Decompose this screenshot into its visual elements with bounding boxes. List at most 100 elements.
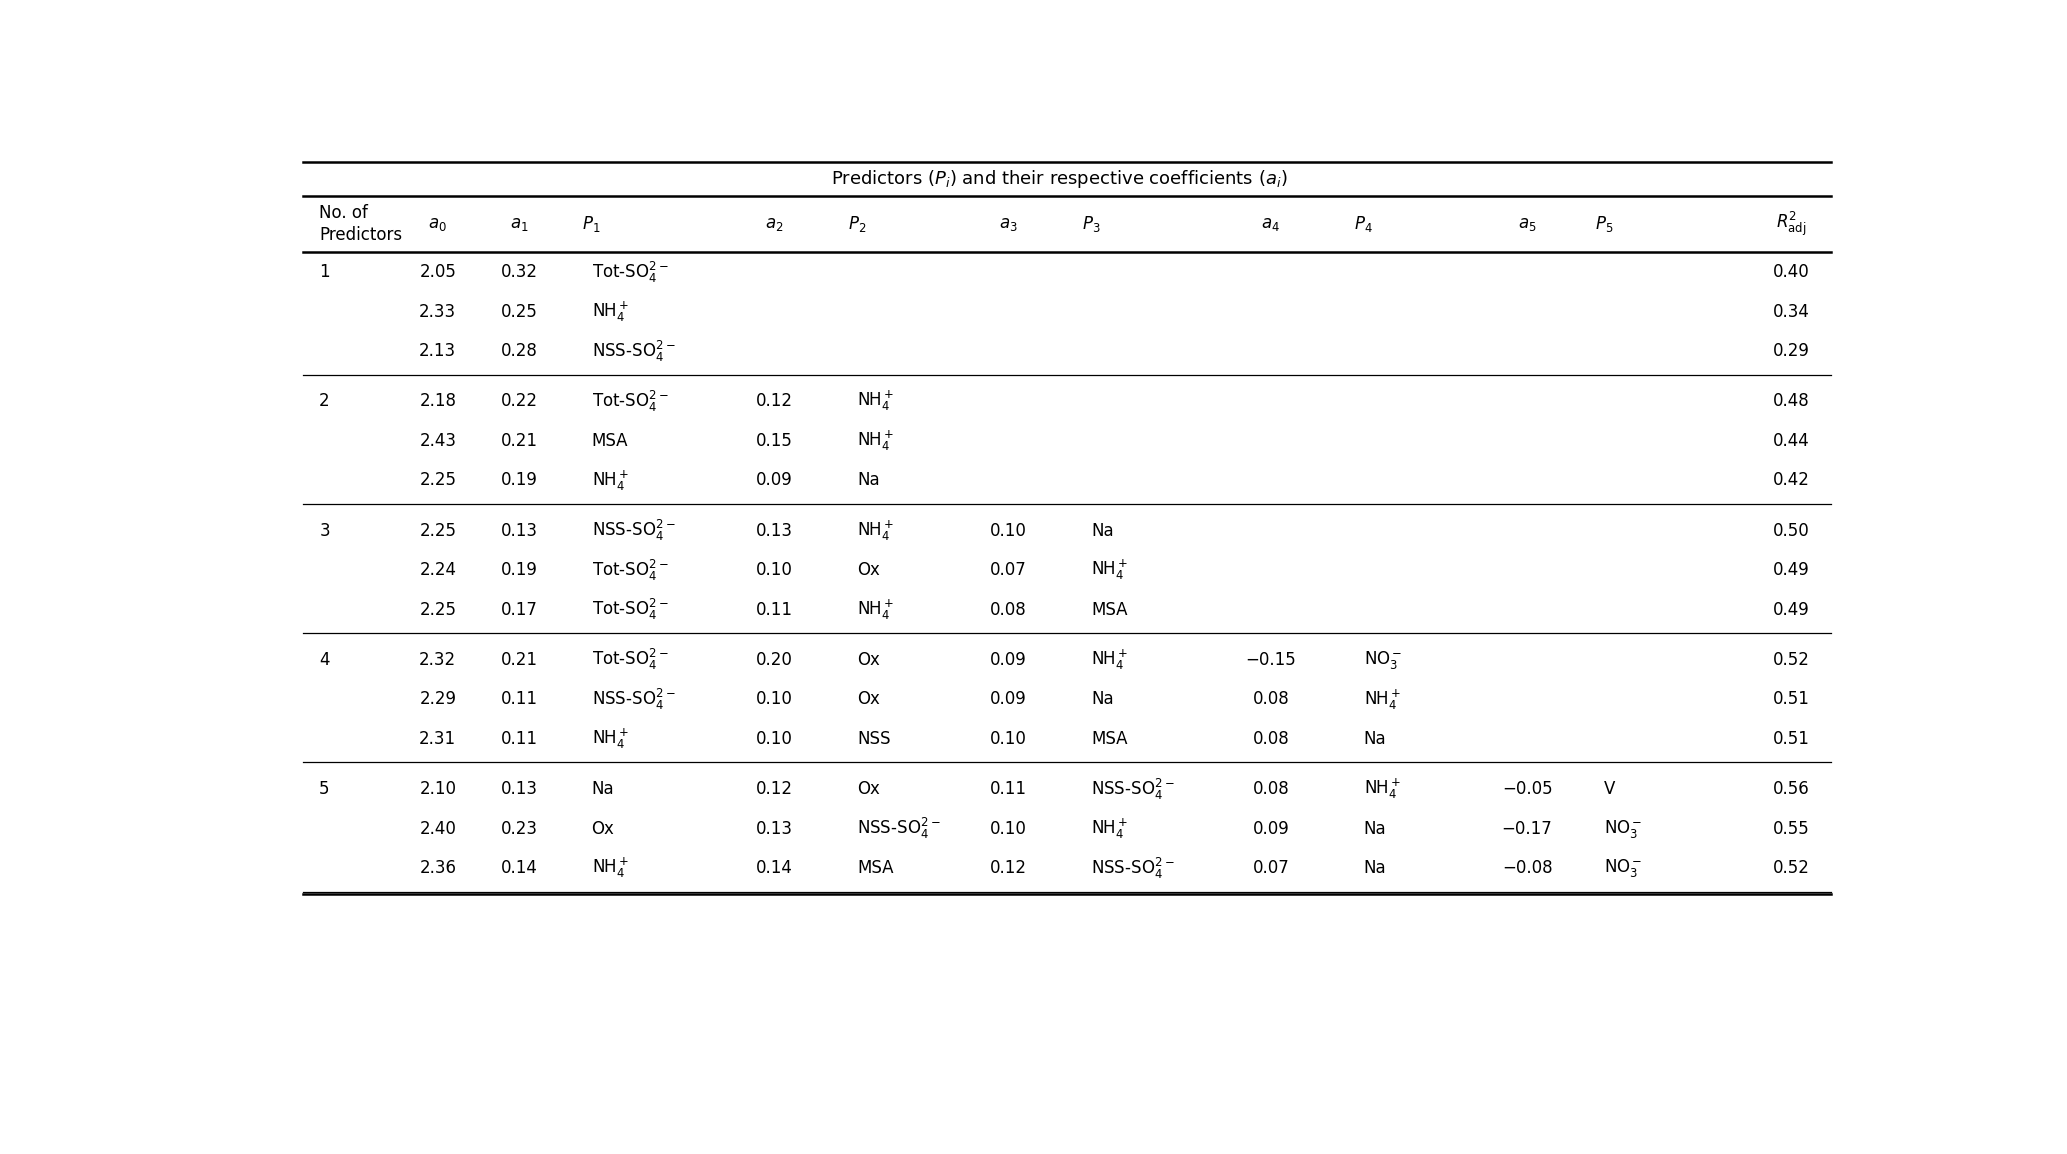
Text: 0.49: 0.49	[1773, 600, 1811, 619]
Text: 2.10: 2.10	[420, 780, 457, 799]
Text: 3: 3	[318, 522, 331, 540]
Text: 0.22: 0.22	[500, 392, 537, 411]
Text: Tot-SO$_4^{2-}$: Tot-SO$_4^{2-}$	[591, 647, 668, 673]
Text: Predictors ($P_i$) and their respective coefficients ($a_i$): Predictors ($P_i$) and their respective …	[831, 168, 1288, 190]
Text: NH$_4^+$: NH$_4^+$	[858, 598, 895, 622]
Text: NSS-SO$_4^{2-}$: NSS-SO$_4^{2-}$	[1091, 855, 1174, 881]
Text: Tot-SO$_4^{2-}$: Tot-SO$_4^{2-}$	[591, 597, 668, 622]
Text: NO$_3^-$: NO$_3^-$	[1604, 857, 1643, 879]
Text: 0.09: 0.09	[1253, 819, 1290, 838]
Text: 0.17: 0.17	[500, 600, 537, 619]
Text: 2.32: 2.32	[420, 651, 457, 669]
Text: 0.48: 0.48	[1773, 392, 1811, 411]
Text: 0.13: 0.13	[500, 522, 537, 540]
Text: Ox: Ox	[858, 561, 881, 579]
Text: 0.12: 0.12	[990, 860, 1027, 877]
Text: 0.10: 0.10	[757, 730, 792, 748]
Text: 0.19: 0.19	[500, 471, 537, 489]
Text: MSA: MSA	[1091, 600, 1129, 619]
Text: 2.33: 2.33	[420, 302, 457, 321]
Text: 0.12: 0.12	[757, 780, 794, 799]
Text: 1: 1	[318, 263, 331, 280]
Text: NSS-SO$_4^{2-}$: NSS-SO$_4^{2-}$	[1091, 777, 1174, 802]
Text: 0.25: 0.25	[500, 302, 537, 321]
Text: NH$_4^+$: NH$_4^+$	[1364, 777, 1401, 801]
Text: 0.51: 0.51	[1773, 690, 1811, 709]
Text: 2.25: 2.25	[420, 471, 457, 489]
Text: 2.25: 2.25	[420, 522, 457, 540]
Text: 2.24: 2.24	[420, 561, 457, 579]
Text: NH$_4^+$: NH$_4^+$	[591, 469, 628, 493]
Text: 0.13: 0.13	[500, 780, 537, 799]
Text: $a_4$: $a_4$	[1261, 216, 1279, 233]
Text: −0.08: −0.08	[1503, 860, 1552, 877]
Text: $P_2$: $P_2$	[847, 215, 866, 234]
Text: 2.31: 2.31	[420, 730, 457, 748]
Text: Na: Na	[858, 471, 881, 489]
Text: Na: Na	[1091, 690, 1114, 709]
Text: Na: Na	[1364, 730, 1387, 748]
Text: 0.09: 0.09	[757, 471, 792, 489]
Text: −0.05: −0.05	[1503, 780, 1552, 799]
Text: 5: 5	[318, 780, 331, 799]
Text: 0.42: 0.42	[1773, 471, 1811, 489]
Text: 0.11: 0.11	[990, 780, 1027, 799]
Text: 0.34: 0.34	[1773, 302, 1811, 321]
Text: 4: 4	[318, 651, 331, 669]
Text: 0.56: 0.56	[1773, 780, 1811, 799]
Text: 2.29: 2.29	[420, 690, 457, 709]
Text: Ox: Ox	[858, 780, 881, 799]
Text: 0.44: 0.44	[1773, 432, 1811, 450]
Text: 0.52: 0.52	[1773, 860, 1811, 877]
Text: $P_5$: $P_5$	[1596, 215, 1612, 234]
Text: 2.13: 2.13	[420, 342, 457, 360]
Text: Ox: Ox	[591, 819, 614, 838]
Text: 0.32: 0.32	[500, 263, 537, 280]
Text: $a_2$: $a_2$	[765, 216, 783, 233]
Text: NH$_4^+$: NH$_4^+$	[858, 518, 895, 542]
Text: 0.09: 0.09	[990, 651, 1027, 669]
Text: MSA: MSA	[1091, 730, 1129, 748]
Text: 2.40: 2.40	[420, 819, 457, 838]
Text: $a_0$: $a_0$	[428, 216, 446, 233]
Text: −0.17: −0.17	[1503, 819, 1552, 838]
Text: 0.08: 0.08	[1253, 780, 1290, 799]
Text: $P_1$: $P_1$	[583, 215, 601, 234]
Text: 2.18: 2.18	[420, 392, 457, 411]
Text: NSS: NSS	[858, 730, 891, 748]
Text: 0.15: 0.15	[757, 432, 792, 450]
Text: NO$_3^-$: NO$_3^-$	[1604, 818, 1643, 840]
Text: NH$_4^+$: NH$_4^+$	[1091, 647, 1129, 672]
Text: 0.19: 0.19	[500, 561, 537, 579]
Text: Predictors: Predictors	[318, 226, 403, 243]
Text: NH$_4^+$: NH$_4^+$	[591, 856, 628, 881]
Text: 0.21: 0.21	[500, 651, 537, 669]
Text: 2: 2	[318, 392, 331, 411]
Text: NH$_4^+$: NH$_4^+$	[858, 389, 895, 413]
Text: 0.10: 0.10	[757, 561, 792, 579]
Text: 0.50: 0.50	[1773, 522, 1811, 540]
Text: 0.08: 0.08	[1253, 730, 1290, 748]
Text: 0.52: 0.52	[1773, 651, 1811, 669]
Text: 0.10: 0.10	[990, 730, 1027, 748]
Text: 0.13: 0.13	[757, 522, 794, 540]
Text: $a_1$: $a_1$	[511, 216, 529, 233]
Text: NO$_3^-$: NO$_3^-$	[1364, 649, 1401, 670]
Text: Na: Na	[1364, 860, 1387, 877]
Text: NSS-SO$_4^{2-}$: NSS-SO$_4^{2-}$	[591, 518, 676, 544]
Text: $P_4$: $P_4$	[1354, 215, 1372, 234]
Text: NH$_4^+$: NH$_4^+$	[591, 727, 628, 751]
Text: NSS-SO$_4^{2-}$: NSS-SO$_4^{2-}$	[591, 687, 676, 712]
Text: Na: Na	[591, 780, 614, 799]
Text: 0.11: 0.11	[757, 600, 794, 619]
Text: 0.10: 0.10	[990, 522, 1027, 540]
Text: NH$_4^+$: NH$_4^+$	[1091, 817, 1129, 841]
Text: 0.28: 0.28	[500, 342, 537, 360]
Text: Ox: Ox	[858, 690, 881, 709]
Text: Na: Na	[1091, 522, 1114, 540]
Text: 0.10: 0.10	[990, 819, 1027, 838]
Text: $P_3$: $P_3$	[1083, 215, 1100, 234]
Text: $a_3$: $a_3$	[998, 216, 1017, 233]
Text: NH$_4^+$: NH$_4^+$	[858, 428, 895, 454]
Text: NH$_4^+$: NH$_4^+$	[1364, 688, 1401, 712]
